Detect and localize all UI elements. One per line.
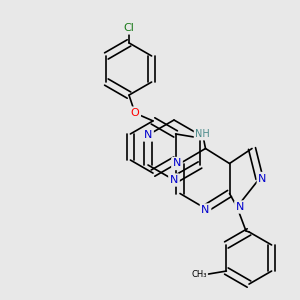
Text: N: N	[173, 158, 181, 169]
Text: NH: NH	[195, 129, 210, 139]
Text: Cl: Cl	[124, 23, 134, 33]
Text: O: O	[130, 108, 140, 118]
Text: N: N	[258, 173, 267, 184]
Text: N: N	[236, 202, 244, 212]
Text: N: N	[170, 175, 178, 185]
Text: N: N	[201, 205, 210, 215]
Text: N: N	[144, 130, 152, 140]
Text: CH₃: CH₃	[191, 269, 207, 278]
